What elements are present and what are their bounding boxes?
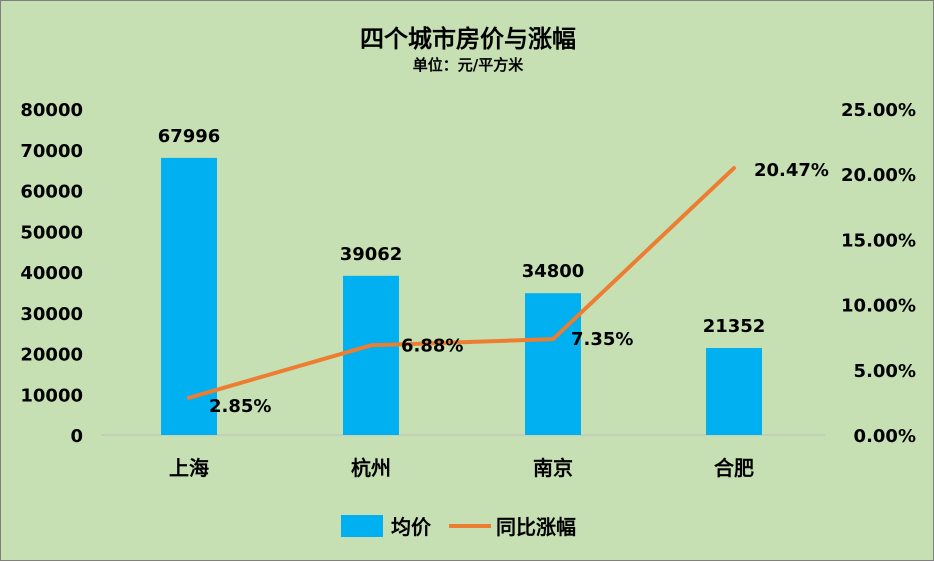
left-tick-label: 30000 xyxy=(20,304,83,325)
line-data-label: 6.88% xyxy=(401,335,463,356)
category-label: 上海 xyxy=(169,456,209,480)
line-data-label: 20.47% xyxy=(754,160,829,181)
left-tick-label: 50000 xyxy=(20,222,83,243)
category-labels: 上海 杭州 南京 合肥 xyxy=(169,456,754,480)
left-tick-label: 10000 xyxy=(20,385,83,406)
right-tick-label: 5.00% xyxy=(854,361,916,382)
left-tick-label: 40000 xyxy=(20,263,83,284)
bar xyxy=(161,157,217,435)
left-tick-label: 70000 xyxy=(20,141,83,162)
category-label: 杭州 xyxy=(351,456,391,480)
left-tick-label: 0 xyxy=(70,426,83,447)
right-tick-label: 10.00% xyxy=(841,296,916,317)
line-data-label: 2.85% xyxy=(209,396,271,417)
legend-label-line: 同比涨幅 xyxy=(496,515,576,539)
chart-title: 四个城市房价与涨幅 xyxy=(360,25,576,53)
category-label: 南京 xyxy=(533,456,573,480)
growth-line xyxy=(187,166,736,400)
line-series xyxy=(187,166,736,400)
bar-data-label: 39062 xyxy=(340,244,403,265)
legend: 均价 同比涨幅 xyxy=(341,515,576,539)
right-tick-label: 25.00% xyxy=(841,100,916,121)
bar xyxy=(706,347,762,435)
right-tick-label: 20.00% xyxy=(841,165,916,186)
line-data-label: 7.35% xyxy=(571,329,633,350)
bar-data-label: 67996 xyxy=(158,126,221,147)
bar xyxy=(525,293,581,435)
left-tick-label: 20000 xyxy=(20,345,83,366)
legend-swatch-bar xyxy=(341,515,383,537)
left-tick-label: 80000 xyxy=(20,100,83,121)
chart-subtitle: 单位：元/平方米 xyxy=(413,56,524,74)
bar-data-label: 21352 xyxy=(703,316,766,337)
line-data-labels: 2.85% 6.88% 7.35% 20.47% xyxy=(209,160,829,417)
right-y-axis: 0.00% 5.00% 10.00% 15.00% 20.00% 25.00% xyxy=(841,100,916,447)
right-tick-label: 0.00% xyxy=(854,426,916,447)
bar-data-labels: 67996 39062 34800 21352 xyxy=(158,126,766,337)
bar-data-label: 34800 xyxy=(522,261,585,282)
bar xyxy=(343,275,399,435)
right-tick-label: 15.00% xyxy=(841,230,916,251)
legend-label-bar: 均价 xyxy=(391,515,432,539)
bar-series xyxy=(161,157,762,435)
category-label: 合肥 xyxy=(714,456,754,480)
left-y-axis: 0 10000 20000 30000 40000 50000 60000 70000 8000… xyxy=(20,100,83,447)
left-tick-label: 60000 xyxy=(20,182,83,203)
